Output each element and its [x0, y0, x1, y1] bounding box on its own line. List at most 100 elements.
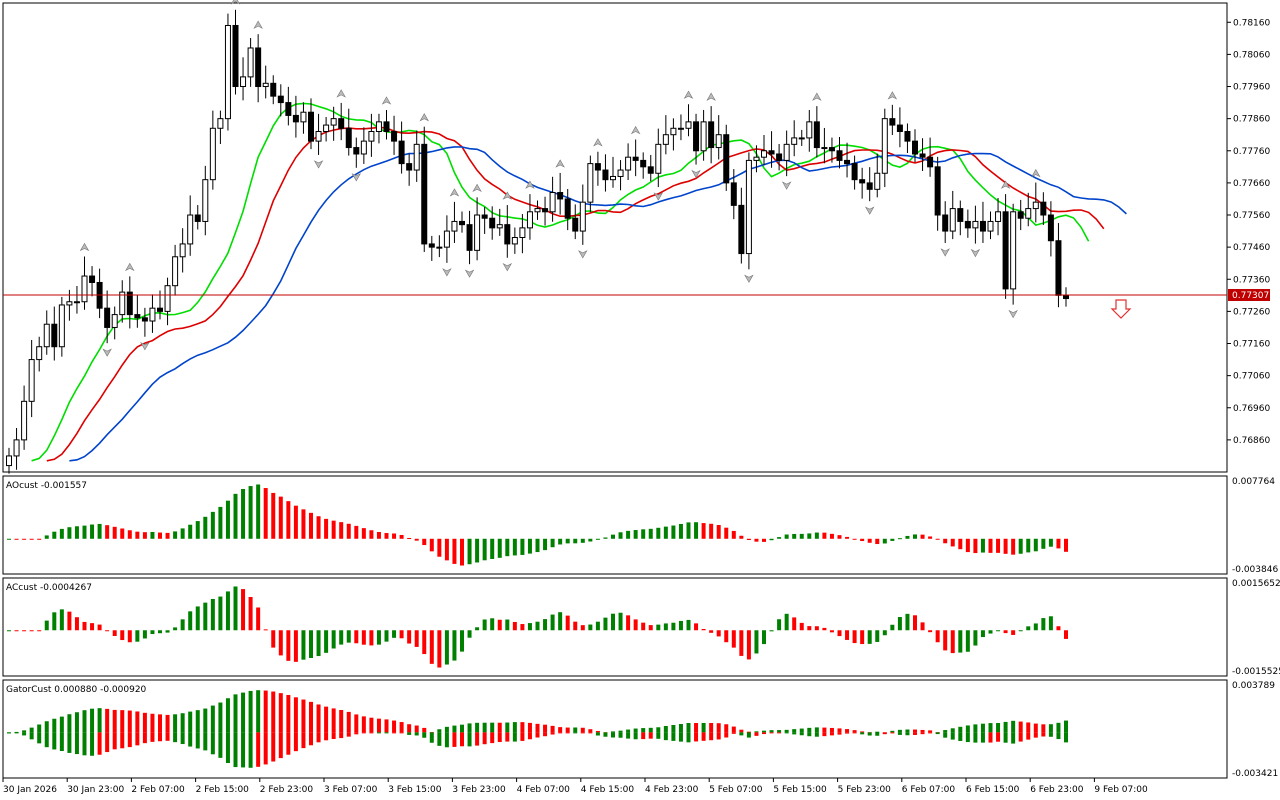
- gator-lower-bar: [452, 732, 457, 747]
- gator-lower-bar: [407, 732, 412, 735]
- ac-bar: [769, 630, 774, 632]
- candle-body: [89, 275, 96, 283]
- candle-body: [81, 275, 88, 303]
- gator-lower-bar: [316, 732, 321, 743]
- ac-bar: [814, 626, 819, 631]
- gator-upper-bar: [369, 717, 374, 733]
- ao-bar: [309, 512, 313, 539]
- candle-body: [806, 121, 813, 139]
- ao-bar: [860, 538, 865, 542]
- ao-bar: [618, 532, 623, 539]
- ac-bar: [980, 630, 985, 638]
- gator-upper-bar: [67, 714, 72, 733]
- candle-body: [1040, 201, 1047, 216]
- ao-bar: [799, 533, 804, 539]
- gator-lower-bar: [37, 732, 42, 744]
- gator-upper-bar: [286, 695, 291, 733]
- ac-axis-top: 0.0015652: [1232, 579, 1280, 589]
- ac-bar: [958, 630, 963, 653]
- gator-upper-bar: [74, 712, 79, 733]
- ac-bar: [256, 607, 261, 631]
- candle-body: [308, 111, 314, 142]
- ao-bar: [762, 538, 766, 542]
- price-axis[interactable]: 0.78160 0.78060 0.77960 0.77860 0.77760 0.776…: [1227, 18, 1270, 446]
- ac-bar: [1064, 630, 1068, 639]
- gator-upper-bar: [173, 714, 178, 733]
- ao-panel[interactable]: AOcust -0.001557 0.007764 -0.003846: [2, 475, 1278, 575]
- ac-bar: [565, 615, 570, 631]
- candle-body: [255, 47, 262, 88]
- gator-lower-bar: [709, 732, 714, 741]
- gator-upper-bar: [195, 710, 200, 733]
- gator-lower-bar: [1018, 732, 1023, 742]
- ac-bar: [142, 630, 147, 639]
- gator-upper-bar: [1011, 720, 1016, 733]
- candle-body: [723, 134, 730, 184]
- gator-upper-bar: [331, 708, 336, 733]
- candle-body: [904, 130, 911, 142]
- gator-lower-bar: [475, 732, 480, 746]
- gator-panel[interactable]: GatorCust 0.000880 -0.000920 0.003789 -0…: [2, 679, 1278, 779]
- candle-body: [798, 137, 805, 140]
- ao-bar: [59, 528, 64, 539]
- time-tick-label: 5 Feb 23:00: [838, 785, 892, 795]
- ao-bar: [943, 538, 948, 544]
- fractal-down-icon: [653, 192, 664, 201]
- gator-lower-bar: [1056, 732, 1061, 740]
- fractal-up-icon: [79, 242, 90, 252]
- candle-body: [413, 143, 420, 171]
- gator-lower-bar: [248, 732, 253, 768]
- ao-bar: [437, 538, 442, 557]
- gator-lower-bar: [460, 732, 464, 747]
- ao-bar: [1018, 538, 1023, 554]
- gator-upper-bar: [980, 723, 985, 733]
- current-price-value: 0.77307: [1232, 291, 1269, 301]
- gator-lower-bar: [346, 732, 351, 737]
- gator-lower-bar: [301, 732, 306, 749]
- main-price-panel[interactable]: 0.78160 0.78060 0.77960 0.77860 0.77760 0.776…: [2, 0, 1270, 474]
- candle-body: [783, 143, 790, 161]
- time-tick-label: 3 Feb 23:00: [452, 785, 506, 795]
- ao-bar: [1041, 538, 1046, 549]
- candle-body: [126, 291, 133, 316]
- gator-upper-bar: [203, 708, 208, 733]
- gator-lower-bar: [535, 732, 540, 738]
- gator-lower-bar: [142, 732, 147, 744]
- candle-body: [693, 121, 700, 152]
- ac-panel[interactable]: ACcust -0.0004267 0.0015652 -0.0015525: [2, 577, 1280, 677]
- ao-bar: [965, 538, 970, 553]
- ac-bar: [550, 614, 555, 631]
- gator-lower-bar: [490, 732, 495, 744]
- gator-upper-bar: [271, 691, 276, 733]
- gator-lower-bar: [233, 732, 238, 768]
- time-axis[interactable]: 30 Jan 2026 30 Jan 23:00 2 Feb 07:00 2 Feb …: [2, 778, 1148, 795]
- candle-body: [1002, 211, 1009, 290]
- gator-upper-bar: [399, 722, 404, 733]
- candle-body: [919, 153, 926, 158]
- candle-body: [511, 237, 518, 245]
- ao-bar: [210, 511, 215, 539]
- gator-lower-bar: [173, 732, 178, 743]
- gator-lower-bar: [225, 732, 230, 764]
- fractal-down-icon: [970, 248, 981, 258]
- candle-body: [1025, 208, 1032, 219]
- candle-body: [21, 400, 28, 441]
- ao-bar: [203, 516, 208, 539]
- gator-upper-bar: [731, 726, 736, 733]
- gator-lower-bar: [595, 732, 600, 736]
- ac-bar: [716, 630, 721, 637]
- gator-upper-bar: [905, 729, 910, 733]
- gator-lower-bar: [656, 732, 661, 739]
- ac-bar: [188, 611, 193, 631]
- ao-bar: [641, 529, 646, 539]
- candle-body: [443, 230, 450, 248]
- gator-upper-bar: [460, 724, 464, 733]
- candle-body: [881, 118, 888, 174]
- gator-lower-bar: [97, 732, 102, 755]
- ac-bar: [1048, 616, 1053, 631]
- gator-lower-bar: [716, 732, 721, 740]
- ac-bar: [59, 609, 64, 631]
- ac-bar: [792, 617, 797, 631]
- ac-bar: [218, 596, 223, 631]
